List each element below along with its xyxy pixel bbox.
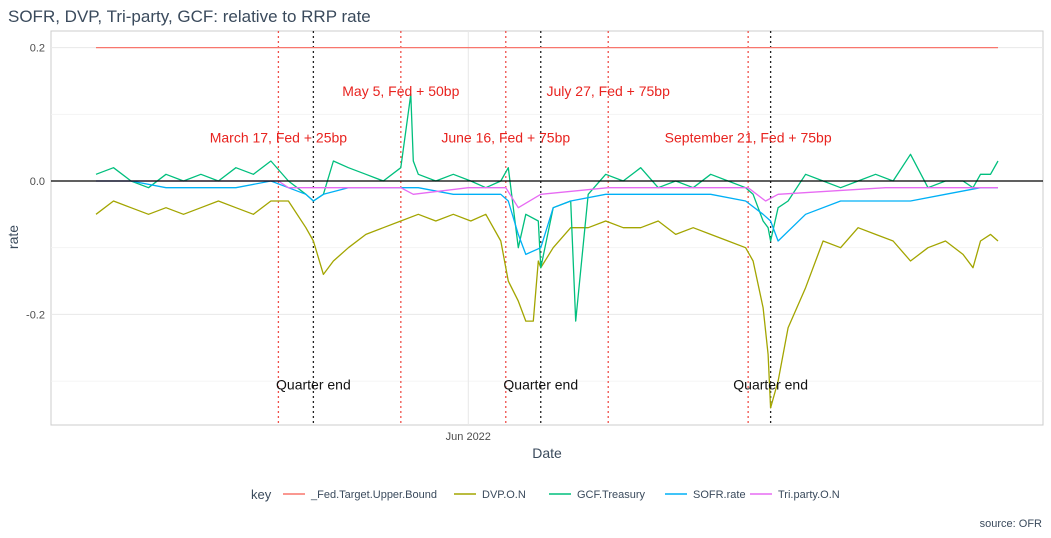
fed-hike-label: July 27, Fed + 75bp xyxy=(547,83,671,99)
quarter-end-label: Quarter end xyxy=(733,376,808,392)
caption: source: OFR xyxy=(980,518,1042,530)
fed-hike-label: September 21, Fed + 75bp xyxy=(665,130,832,146)
annotations: March 17, Fed + 25bp May 5, Fed + 50bp Jun… xyxy=(210,83,832,392)
series-line-gcf-treasury xyxy=(95,93,999,322)
fed-hike-label: June 16, Fed + 75bp xyxy=(441,130,570,146)
y-axis-title: rate xyxy=(5,225,21,249)
chart-title: SOFR, DVP, Tri-party, GCF: relative to R… xyxy=(8,7,371,26)
quarter-end-label: Quarter end xyxy=(276,376,351,392)
legend-label: DVP.O.N xyxy=(482,489,526,501)
y-tick-label: 0.0 xyxy=(30,176,45,188)
fed-hike-label: May 5, Fed + 50bp xyxy=(342,83,459,99)
fed-hike-label: March 17, Fed + 25bp xyxy=(210,130,348,146)
legend-title: key xyxy=(251,487,272,502)
x-axis-title: Date xyxy=(532,445,562,461)
y-tick-label: 0.2 xyxy=(30,43,45,55)
axes: 0.2 0.0 -0.2 Jun 2022 xyxy=(26,43,491,443)
series-line-dvp-o-n xyxy=(95,200,999,409)
series-line-tri-party-o-n xyxy=(96,180,998,209)
x-tick-label: Jun 2022 xyxy=(446,431,491,443)
legend-label: GCF.Treasury xyxy=(577,489,646,501)
legend: key _Fed.Target.Upper.Bound DVP.O.N GCF.Tre… xyxy=(251,487,840,502)
legend-label: Tri.party.O.N xyxy=(778,489,840,501)
y-tick-label: -0.2 xyxy=(26,309,45,321)
legend-label: _Fed.Target.Upper.Bound xyxy=(310,489,437,501)
series-lines xyxy=(51,46,1043,409)
legend-label: SOFR.rate xyxy=(693,489,746,501)
event-lines xyxy=(277,31,772,425)
quarter-end-label: Quarter end xyxy=(503,376,578,392)
